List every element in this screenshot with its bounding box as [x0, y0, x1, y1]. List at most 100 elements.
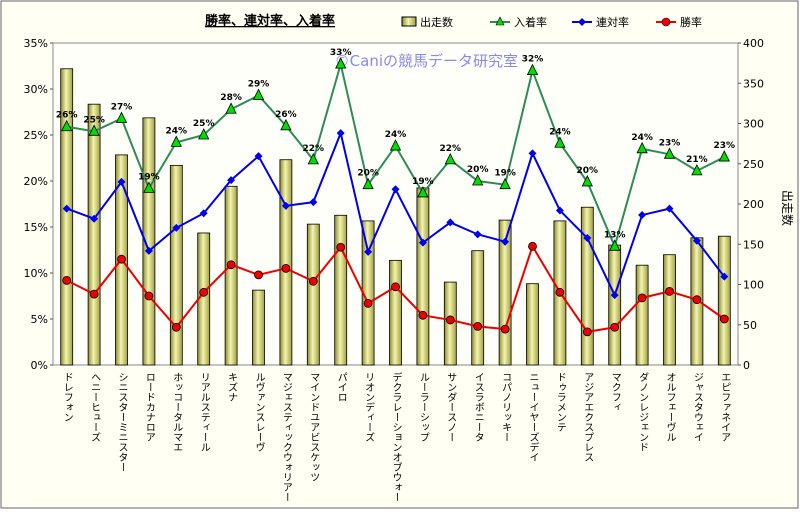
marker-placed [691, 163, 703, 176]
marker-win [336, 242, 346, 252]
data-label: 23% [714, 141, 736, 151]
data-label: 25% [193, 119, 215, 129]
marker-rentai [418, 238, 427, 247]
marker-rentai [144, 246, 153, 255]
bar-starts [416, 187, 430, 366]
marker-placed [663, 147, 676, 159]
data-label: 24% [631, 133, 653, 143]
bar-starts [169, 164, 183, 366]
y-tick-label: 5% [31, 313, 48, 326]
legend-label: 出走数 [420, 15, 453, 29]
marker-placed [609, 239, 621, 251]
data-label: 22% [440, 144, 462, 154]
marker-win [226, 260, 236, 270]
bar-starts [580, 206, 594, 366]
marker-rentai [309, 198, 318, 207]
bar-starts [635, 264, 649, 366]
x-tick-label: シニスターミニスター [116, 372, 128, 472]
x-tick-label: イスラボニータ [472, 372, 484, 442]
x-tick-label: サンダースノー [445, 372, 457, 442]
x-tick-label: ジャスタウェイ [691, 372, 703, 442]
marker-placed [526, 63, 539, 75]
bar-starts [306, 223, 320, 366]
y2-tick-label: 350 [743, 77, 764, 90]
chart-title: 勝率、連対率、入着率 [205, 13, 335, 29]
data-label: 20% [357, 169, 379, 179]
data-label: 29% [248, 79, 270, 89]
legend-label: 連対率 [596, 15, 629, 29]
marker-placed [252, 88, 265, 100]
bar-starts [224, 185, 238, 366]
marker-rentai [281, 201, 290, 210]
x-tick-label: リアルスティール [198, 372, 210, 452]
data-label: 20% [467, 165, 489, 175]
legend-marker [661, 17, 671, 27]
marker-rentai [665, 204, 674, 213]
x-tick-label: ドレフォン [61, 372, 72, 422]
marker-placed [444, 152, 456, 165]
data-label: 27% [111, 102, 133, 112]
marker-win [62, 275, 72, 285]
marker-placed [718, 150, 730, 162]
marker-rentai [583, 234, 592, 243]
bar-starts [608, 244, 622, 366]
y2-tick-label: 150 [743, 238, 764, 251]
bar-starts [471, 250, 485, 366]
marker-placed [499, 177, 511, 190]
marker-rentai [692, 236, 701, 245]
marker-placed [554, 136, 566, 148]
marker-win [89, 289, 99, 299]
data-label: 33% [330, 48, 352, 58]
bar-starts [60, 68, 74, 366]
marker-placed [61, 119, 73, 132]
bar-starts [717, 235, 731, 366]
x-tick-label: ヘニーヒューズ [89, 372, 101, 442]
marker-win [445, 315, 455, 325]
x-tick-label: パイロ [335, 372, 347, 402]
marker-rentai [638, 211, 647, 220]
x-tick-label: キズナ [226, 372, 238, 402]
marker-win [199, 287, 209, 297]
legend-marker [578, 18, 586, 26]
marker-win [254, 270, 263, 280]
marker-placed [581, 175, 593, 187]
marker-win [473, 321, 483, 331]
y-tick-label: 0% [31, 359, 48, 372]
marker-rentai [117, 177, 126, 186]
data-label: 24% [385, 130, 407, 140]
marker-rentai [391, 185, 400, 194]
marker-win [637, 293, 647, 303]
bar-starts [334, 214, 348, 366]
x-tick-label: マインドユアビスケッツ [308, 372, 320, 482]
marker-win [117, 254, 126, 264]
data-label: 13% [604, 230, 626, 240]
y-tick-label: 35% [24, 37, 48, 50]
marker-rentai [720, 272, 729, 281]
data-label: 19% [494, 169, 516, 179]
data-label: 26% [56, 111, 78, 121]
y2-tick-label: 50 [743, 319, 757, 332]
marker-placed [280, 118, 292, 131]
legend-label: 入着率 [514, 15, 547, 29]
data-label: 22% [303, 144, 325, 154]
bar-starts [252, 289, 265, 366]
marker-placed [115, 111, 128, 123]
legend-marker [495, 16, 505, 26]
bar-starts [279, 159, 293, 366]
marker-rentai [473, 230, 482, 239]
marker-placed [88, 124, 100, 136]
x-tick-label: ニューイヤーズデイ [527, 372, 539, 462]
marker-placed [417, 186, 429, 198]
y-tick-label: 25% [24, 129, 48, 142]
marker-placed [335, 57, 347, 69]
data-label: 25% [83, 115, 105, 125]
marker-rentai [172, 223, 181, 232]
data-label: 23% [659, 138, 681, 148]
marker-rentai [336, 129, 345, 138]
bar-starts [87, 103, 101, 366]
x-tick-label: ホッコータルマエ [171, 372, 183, 452]
marker-rentai [199, 209, 208, 218]
marker-win [665, 286, 674, 296]
marker-rentai [227, 176, 236, 185]
